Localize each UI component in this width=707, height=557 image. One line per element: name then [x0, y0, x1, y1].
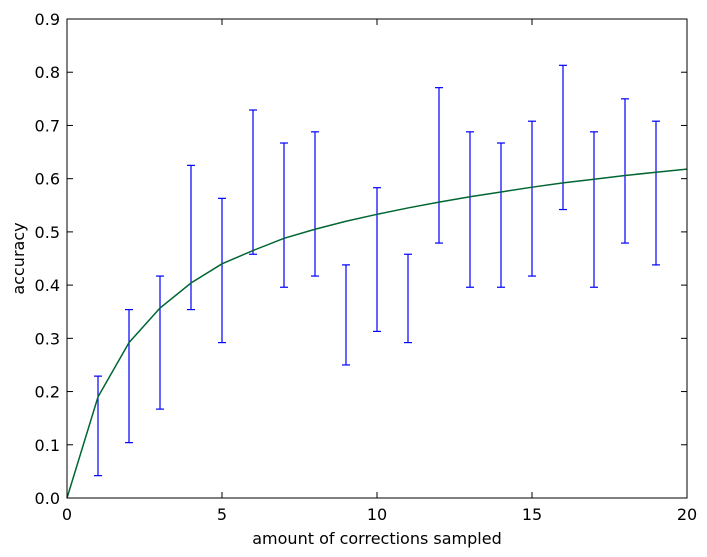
- errorbar: [435, 87, 443, 244]
- errorbar: [249, 109, 257, 255]
- errorbar: [125, 308, 133, 444]
- x-tick-label: 5: [217, 505, 227, 524]
- errorbar: [528, 120, 536, 277]
- y-tick-label: 0.8: [35, 63, 60, 82]
- errorbar: [621, 98, 629, 244]
- errorbar: [497, 142, 505, 288]
- x-tick-label: 15: [522, 505, 542, 524]
- x-axis-label: amount of corrections sampled: [252, 529, 501, 548]
- y-tick-label: 0.4: [35, 276, 60, 295]
- y-tick-label: 0.7: [35, 116, 60, 135]
- x-tick-label: 10: [367, 505, 387, 524]
- y-tick-label: 0.5: [35, 223, 60, 242]
- errorbar: [590, 131, 598, 288]
- y-axis-label: accuracy: [9, 222, 28, 294]
- errorbar-series: [94, 64, 660, 477]
- y-tick-label: 0.6: [35, 170, 60, 189]
- fitted-curve-series: [66, 168, 688, 499]
- errorbar: [373, 187, 381, 333]
- fitted-curve-line: [66, 168, 688, 499]
- tick-labels: 0 5 10 15 20 0.0 0.1 0.2 0.3 0.4 0.5 0.6 0.7 0.8 0.9: [35, 10, 698, 524]
- y-tick-label: 0.9: [35, 10, 60, 29]
- y-tick-label: 0.1: [35, 436, 60, 455]
- errorbar: [342, 264, 350, 366]
- y-tick-label: 0.3: [35, 329, 60, 348]
- errorbar: [466, 131, 474, 288]
- y-tick-label: 0.0: [35, 489, 60, 508]
- y-tick-label: 0.2: [35, 383, 60, 402]
- errorbar: [311, 131, 319, 277]
- x-tick-label: 0: [62, 505, 72, 524]
- errorbar: [187, 164, 195, 311]
- errorbar: [280, 142, 288, 288]
- errorbar: [156, 275, 164, 410]
- errorbar: [94, 375, 102, 477]
- x-tick-label: 20: [677, 505, 697, 524]
- errorbar: [652, 120, 660, 266]
- errorbar: [404, 253, 412, 344]
- plot-frame: [66, 18, 688, 499]
- errorbar: [218, 197, 226, 344]
- errorbar: [559, 64, 567, 211]
